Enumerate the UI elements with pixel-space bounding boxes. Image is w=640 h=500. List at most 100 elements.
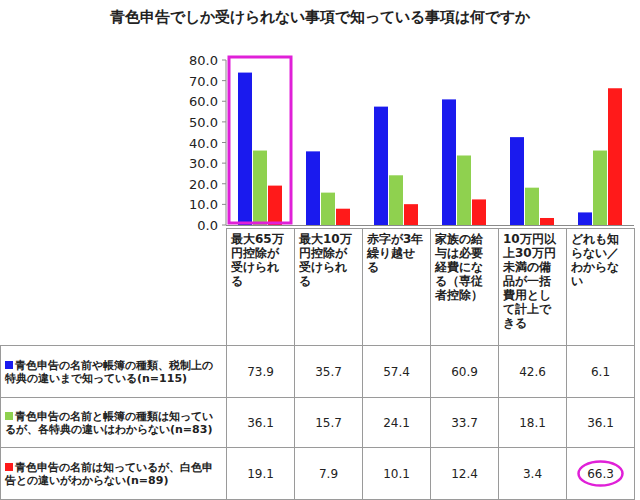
y-tick-label: 20.0	[189, 177, 218, 192]
blank-cell	[1, 229, 227, 346]
y-tick-label: 50.0	[189, 115, 218, 130]
y-tick	[222, 142, 226, 143]
value-label: 33.7	[451, 416, 478, 430]
x-axis-line	[226, 225, 634, 226]
bar	[253, 151, 267, 225]
bar	[578, 212, 592, 225]
value-label: 12.4	[451, 467, 478, 481]
value-cell: 15.7	[295, 398, 363, 448]
highlight-layer	[0, 0, 640, 500]
y-tick	[222, 121, 226, 122]
bar	[525, 188, 539, 225]
value-cell: 12.4	[431, 448, 499, 500]
value-cell: 42.6	[499, 346, 567, 398]
value-label: 42.6	[519, 365, 546, 379]
x-tick-label: 最大10万円控除が受けられる	[299, 232, 352, 288]
bar	[336, 209, 350, 225]
value-label: 6.1	[591, 365, 610, 379]
series-row: 青色申告の名前と帳簿の種類は知っているが、各特典の違いはわからない(n=83) 3…	[1, 398, 635, 448]
y-tick	[222, 183, 226, 184]
value-label: 66.3	[587, 467, 614, 481]
value-cell: 60.9	[431, 346, 499, 398]
value-label: 18.1	[519, 416, 546, 430]
bar	[389, 175, 403, 225]
value-label: 3.4	[523, 467, 542, 481]
value-cell: 66.3	[567, 448, 635, 500]
value-cell: 10.1	[363, 448, 431, 500]
legend-label: 青色申告の名前と帳簿の種類は知っているが、各特典の違いはわからない(n=83)	[5, 410, 213, 436]
value-cell: 19.1	[227, 448, 295, 500]
y-tick-label: 0.0	[197, 218, 218, 233]
bar	[306, 151, 320, 225]
data-table: 最大65万円控除が受けられる最大10万円控除が受けられる赤字が3年繰り越せる家族…	[0, 228, 635, 500]
value-label: 36.1	[587, 416, 614, 430]
legend-label: 青色申告の名前や帳簿の種類、税制上の特典の違いまで知っている(n=115)	[5, 359, 213, 385]
bar	[608, 88, 622, 225]
x-tick-label: 10万円以上30万円未満の備品が一括費用として計上できる	[503, 232, 556, 330]
bars	[238, 73, 622, 225]
value-cell: 36.1	[567, 398, 635, 448]
legend-cell: 青色申告の名前は知っているが、白色申告との違いがわからない(n=89)	[1, 448, 227, 500]
value-cell: 24.1	[363, 398, 431, 448]
category-cell: どれも知らない／わからない	[567, 229, 635, 346]
value-cell: 57.4	[363, 346, 431, 398]
highlight-box	[229, 57, 291, 223]
value-cell: 35.7	[295, 346, 363, 398]
value-label: 73.9	[247, 365, 274, 379]
bar	[238, 73, 252, 225]
legend-swatch	[5, 361, 13, 369]
legend-cell: 青色申告の名前と帳簿の種類は知っているが、各特典の違いはわからない(n=83)	[1, 398, 227, 448]
x-tick-label: 赤字が3年繰り越せる	[367, 232, 423, 274]
value-label: 24.1	[383, 416, 410, 430]
series-row: 青色申告の名前や帳簿の種類、税制上の特典の違いまで知っている(n=115) 73.…	[1, 346, 635, 398]
y-tick-label: 80.0	[189, 53, 218, 68]
y-tick-label: 30.0	[189, 156, 218, 171]
category-cell: 最大10万円控除が受けられる	[295, 229, 363, 346]
value-label: 57.4	[383, 365, 410, 379]
value-cell: 6.1	[567, 346, 635, 398]
value-label: 35.7	[315, 365, 342, 379]
value-cell: 3.4	[499, 448, 567, 500]
y-tick-label: 60.0	[189, 94, 218, 109]
value-cell: 33.7	[431, 398, 499, 448]
category-cell: 赤字が3年繰り越せる	[363, 229, 431, 346]
legend-swatch	[5, 412, 13, 420]
category-row: 最大65万円控除が受けられる最大10万円控除が受けられる赤字が3年繰り越せる家族…	[1, 229, 635, 346]
legend-cell: 青色申告の名前や帳簿の種類、税制上の特典の違いまで知っている(n=115)	[1, 346, 227, 398]
value-label: 19.1	[247, 467, 274, 481]
bar	[374, 107, 388, 225]
category-cell: 最大65万円控除が受けられる	[227, 229, 295, 346]
y-tick	[222, 225, 226, 226]
y-tick	[222, 101, 226, 102]
value-label: 10.1	[383, 467, 410, 481]
category-cell: 10万円以上30万円未満の備品が一括費用として計上できる	[499, 229, 567, 346]
value-cell: 73.9	[227, 346, 295, 398]
y-tick	[222, 60, 226, 61]
y-tick	[222, 80, 226, 81]
legend-label: 青色申告の名前は知っているが、白色申告との違いがわからない(n=89)	[5, 461, 213, 487]
value-label: 7.9	[319, 467, 338, 481]
value-cell: 7.9	[295, 448, 363, 500]
bar	[442, 99, 456, 225]
value-cell: 18.1	[499, 398, 567, 448]
y-tick	[222, 163, 226, 164]
value-label: 36.1	[247, 416, 274, 430]
value-label: 15.7	[315, 416, 342, 430]
value-label: 60.9	[451, 365, 478, 379]
value-cell: 36.1	[227, 398, 295, 448]
bar	[404, 204, 418, 225]
bar	[593, 151, 607, 225]
x-tick-label: 最大65万円控除が受けられる	[231, 232, 284, 288]
bar	[540, 218, 554, 225]
bar	[321, 193, 335, 225]
highlight-circle	[579, 462, 623, 486]
title: 青色申告でしか受けられない事項で知っている事項は何ですか	[109, 8, 531, 26]
y-tick	[222, 204, 226, 205]
x-tick-label: どれも知らない／わからない	[571, 232, 619, 288]
category-cell: 家族の給与は必要経費になる（専従者控除）	[431, 229, 499, 346]
series-row: 青色申告の名前は知っているが、白色申告との違いがわからない(n=89) 19.1 7…	[1, 448, 635, 500]
x-tick-label: 家族の給与は必要経費になる（専従者控除）	[435, 232, 483, 302]
bar	[457, 155, 471, 225]
bar	[510, 137, 524, 225]
y-tick-label: 10.0	[189, 197, 218, 212]
